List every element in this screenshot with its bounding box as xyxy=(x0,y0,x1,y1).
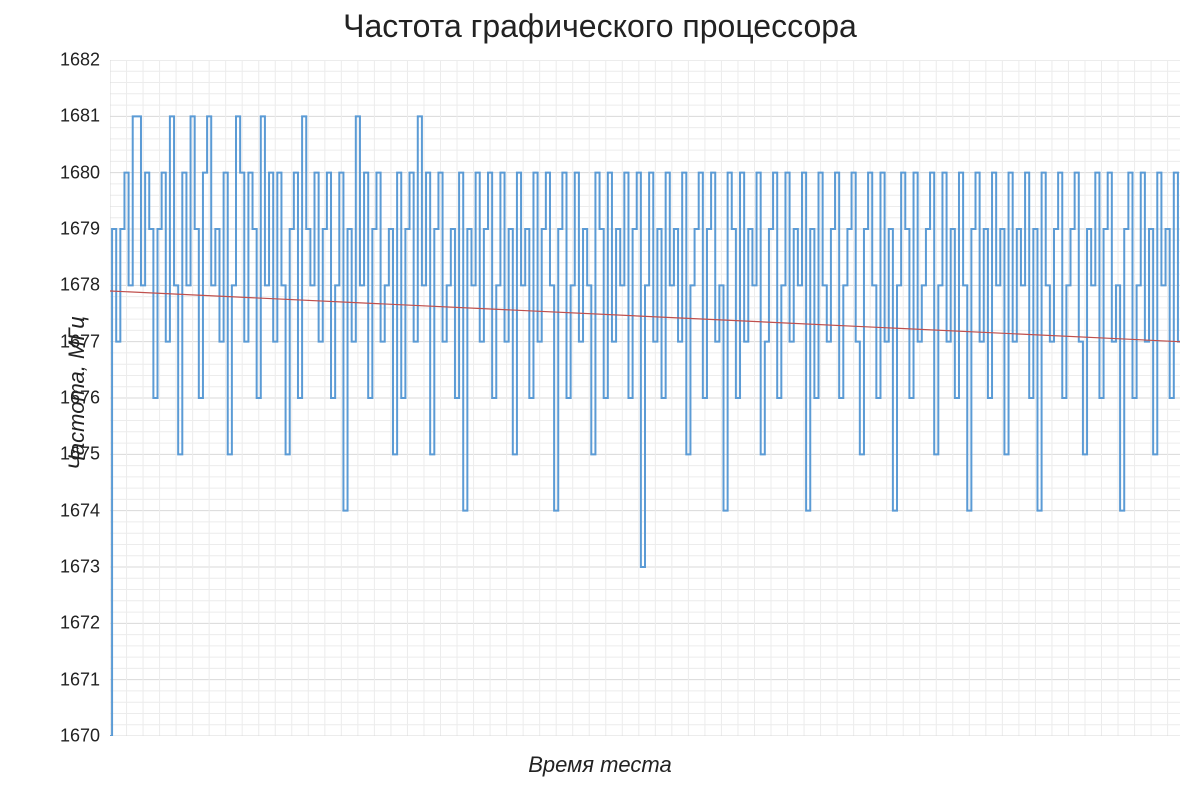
y-tick-label: 1676 xyxy=(60,388,100,409)
y-tick-label: 1681 xyxy=(60,106,100,127)
chart-title: Частота графического процессора xyxy=(0,8,1200,45)
y-tick-label: 1675 xyxy=(60,444,100,465)
y-tick-label: 1680 xyxy=(60,162,100,183)
plot-area: 1670167116721673167416751676167716781679… xyxy=(110,60,1180,736)
chart-svg xyxy=(110,60,1180,736)
x-axis-label: Время теста xyxy=(0,752,1200,778)
y-tick-label: 1671 xyxy=(60,669,100,690)
y-tick-label: 1674 xyxy=(60,500,100,521)
y-tick-label: 1673 xyxy=(60,557,100,578)
chart-container: Частота графического процессора Частота,… xyxy=(0,0,1200,786)
y-tick-label: 1672 xyxy=(60,613,100,634)
y-tick-label: 1679 xyxy=(60,219,100,240)
y-tick-label: 1682 xyxy=(60,50,100,71)
y-tick-label: 1670 xyxy=(60,726,100,747)
y-tick-label: 1678 xyxy=(60,275,100,296)
y-tick-label: 1677 xyxy=(60,331,100,352)
